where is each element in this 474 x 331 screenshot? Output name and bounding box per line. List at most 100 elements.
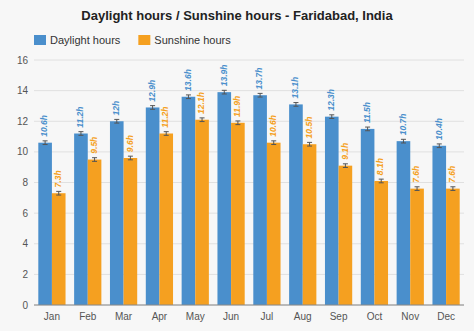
error-bar [329,115,334,119]
error-bar [164,132,169,136]
bar [267,143,281,305]
bar [195,120,209,305]
error-bar [150,106,155,110]
error-bar-stem [403,139,404,143]
bar [231,123,245,305]
data-label: 10.5h [304,117,314,139]
error-bar-cap [365,127,370,128]
data-label: 7.3h [53,170,63,187]
data-label: 12.9h [147,80,157,102]
chart: Daylight hours / Sunshine hours - Farida… [0,0,474,331]
error-bar-cap [329,118,334,119]
error-bar-stem [417,187,418,191]
error-bar-cap [150,109,155,110]
y-tick-label: 2 [22,269,28,280]
error-bar-cap [200,117,205,118]
bar [303,144,317,305]
x-tick-label: Nov [401,311,419,322]
error-bar-cap [437,147,442,148]
data-label: 9.6h [125,135,135,152]
error-bar [128,156,133,160]
error-bar-cap [128,159,133,160]
data-label: 11.2h [160,107,170,128]
error-bar-cap [222,90,227,91]
bar [124,158,138,305]
error-bar-cap [450,186,455,187]
bar [325,117,339,305]
error-bar [56,191,61,195]
title: Daylight hours / Sunshine hours - Farida… [81,8,393,23]
error-bar-stem [58,191,59,195]
error-bar-stem [188,95,189,99]
data-label: 7.6h [447,166,457,183]
legend: Daylight hoursSunshine hours [34,34,231,46]
error-bar-cap [92,161,97,162]
data-label: 9.1h [340,143,350,160]
data-label: 13.1h [290,77,300,99]
error-bar-cap [43,144,48,145]
bar [217,92,231,305]
data-label: 10.7h [398,114,408,136]
x-axis: JanFebMarAprMayJunJulAugSepOctNovDec [34,305,464,322]
bar [397,141,411,305]
x-tick-label: Apr [152,311,168,322]
error-bar-stem [130,156,131,160]
y-tick-label: 12 [17,116,29,127]
x-tick-label: Oct [367,311,383,322]
x-axis-line [34,305,464,306]
error-bar-stem [452,187,453,191]
error-bar-stem [80,132,81,136]
bar [374,181,388,305]
error-bar-stem [295,103,296,107]
y-tick-label: 16 [17,55,29,66]
data-label: 13.6h [183,69,193,91]
bar [361,129,375,305]
x-tick-label: Jan [44,311,60,322]
error-bar [450,187,455,191]
error-bar [186,95,191,99]
error-bar [379,179,384,183]
error-bar [401,139,406,143]
error-bar-cap [437,143,442,144]
error-bar-cap [128,156,133,157]
y-axis: 0246810121416 [17,55,464,311]
error-bar-cap [186,94,191,95]
error-bar-cap [222,93,227,94]
error-bar-cap [200,121,205,122]
error-bar-cap [114,119,119,120]
error-bar-cap [379,179,384,180]
data-label: 12.3h [326,89,336,111]
error-bar [43,141,48,145]
error-bar-cap [258,97,263,98]
error-bar [437,144,442,148]
error-bar [415,187,420,191]
data-label: 10.4h [434,118,444,140]
y-tick-label: 10 [17,146,29,157]
x-tick-label: Jun [223,311,239,322]
error-bar-cap [150,105,155,106]
error-bar [235,121,240,125]
error-bar-cap [343,167,348,168]
error-bar-stem [273,141,274,145]
error-bar [200,118,205,122]
bar [74,134,88,306]
bar [446,189,460,305]
y-tick-label: 8 [22,177,28,188]
error-bar-cap [365,130,370,131]
error-bar-cap [43,140,48,141]
error-bar-stem [381,179,382,183]
bar [253,95,267,305]
data-label: 7.6h [411,166,421,183]
error-bar-cap [293,102,298,103]
error-bar-cap [307,146,312,147]
error-bar-cap [271,140,276,141]
error-bar-cap [235,124,240,125]
bar [159,134,173,306]
bar [410,189,424,305]
bar [38,143,52,305]
error-bar [343,164,348,168]
error-bar-cap [78,135,83,136]
error-bar-cap [56,191,61,192]
error-bar-stem [152,106,153,110]
bar [289,104,303,305]
